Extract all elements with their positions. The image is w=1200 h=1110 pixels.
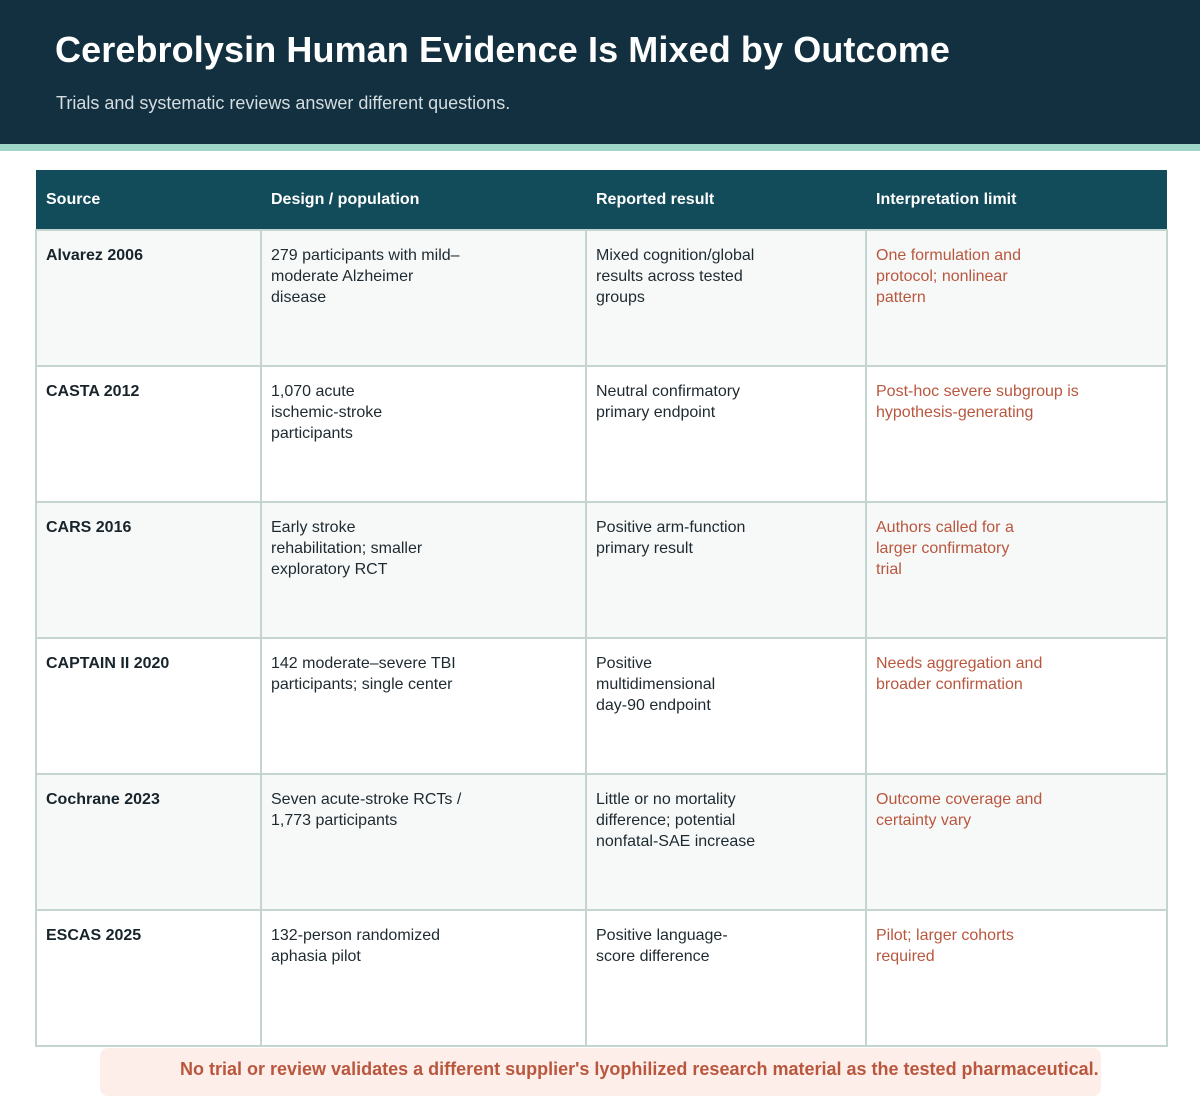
limit-text: Pilot; larger cohorts required bbox=[876, 927, 1014, 965]
page-subtitle: Trials and systematic reviews answer dif… bbox=[56, 93, 511, 113]
header-accent-bar bbox=[0, 144, 1200, 151]
limit-text: Post-hoc severe subgroup is hypothesis-g… bbox=[876, 383, 1079, 421]
result-cell: Positive language-score difference bbox=[585, 909, 867, 1047]
source-cell: ESCAS 2025 bbox=[35, 909, 262, 1047]
result-cell: Positive arm-function primary result bbox=[585, 501, 867, 639]
design-text: 279 participants with mild–moderate Alzh… bbox=[271, 247, 460, 306]
design-text: Seven acute-stroke RCTs / 1,773 particip… bbox=[271, 791, 462, 829]
result-text: Positive language-score difference bbox=[596, 927, 728, 965]
limit-text: One formulation and protocol; nonlinear … bbox=[876, 247, 1021, 306]
table-row: Cochrane 2023 Seven acute-stroke RCTs / … bbox=[35, 773, 1168, 911]
source-text: CARS 2016 bbox=[46, 519, 132, 536]
source-cell: CASTA 2012 bbox=[35, 365, 262, 503]
column-header-source: Source bbox=[36, 170, 261, 230]
limit-cell: Needs aggregation and broader confirmati… bbox=[865, 637, 1168, 775]
table-row: CASTA 2012 1,070 acute ischemic-stroke p… bbox=[35, 365, 1168, 503]
result-text: Positive arm-function primary result bbox=[596, 519, 746, 557]
table-row: Alvarez 2006 279 participants with mild–… bbox=[35, 229, 1168, 367]
limit-text: Outcome coverage and certainty vary bbox=[876, 791, 1043, 829]
result-text: Mixed cognition/global results across te… bbox=[596, 247, 755, 306]
result-text: Positive multidimensional day-90 endpoin… bbox=[596, 655, 716, 714]
table-row: ESCAS 2025 132-person randomized aphasia… bbox=[35, 909, 1168, 1047]
limit-cell: One formulation and protocol; nonlinear … bbox=[865, 229, 1168, 367]
limit-cell: Authors called for a larger confirmatory… bbox=[865, 501, 1168, 639]
design-cell: 1,070 acute ischemic-stroke participants bbox=[260, 365, 587, 503]
design-text: 1,070 acute ischemic-stroke participants bbox=[271, 383, 383, 442]
limit-cell: Post-hoc severe subgroup is hypothesis-g… bbox=[865, 365, 1168, 503]
design-cell: 279 participants with mild–moderate Alzh… bbox=[260, 229, 587, 367]
source-text: Alvarez 2006 bbox=[46, 247, 143, 264]
footer-note: No trial or review validates a different… bbox=[100, 1048, 1101, 1096]
source-text: CAPTAIN II 2020 bbox=[46, 655, 170, 672]
design-text: Early stroke rehabilitation; smaller exp… bbox=[271, 519, 423, 578]
source-text: Cochrane 2023 bbox=[46, 791, 160, 808]
table-row: CAPTAIN II 2020 142 moderate–severe TBI … bbox=[35, 637, 1168, 775]
limit-cell: Outcome coverage and certainty vary bbox=[865, 773, 1168, 911]
limit-cell: Pilot; larger cohorts required bbox=[865, 909, 1168, 1047]
source-text: CASTA 2012 bbox=[46, 383, 140, 400]
column-header-limit: Interpretation limit bbox=[866, 170, 1167, 230]
result-cell: Little or no mortality difference; poten… bbox=[585, 773, 867, 911]
source-cell: CARS 2016 bbox=[35, 501, 262, 639]
source-cell: Cochrane 2023 bbox=[35, 773, 262, 911]
result-text: Little or no mortality difference; poten… bbox=[596, 791, 756, 850]
page-title: Cerebrolysin Human Evidence Is Mixed by … bbox=[55, 29, 950, 70]
design-cell: 132-person randomized aphasia pilot bbox=[260, 909, 587, 1047]
source-cell: CAPTAIN II 2020 bbox=[35, 637, 262, 775]
source-cell: Alvarez 2006 bbox=[35, 229, 262, 367]
design-text: 142 moderate–severe TBI participants; si… bbox=[271, 655, 456, 693]
result-text: Neutral confirmatory primary endpoint bbox=[596, 383, 741, 421]
result-cell: Mixed cognition/global results across te… bbox=[585, 229, 867, 367]
column-header-result: Reported result bbox=[586, 170, 866, 230]
page-header: Cerebrolysin Human Evidence Is Mixed by … bbox=[0, 0, 1200, 144]
result-cell: Neutral confirmatory primary endpoint bbox=[585, 365, 867, 503]
table-row: CARS 2016 Early stroke rehabilitation; s… bbox=[35, 501, 1168, 639]
source-text: ESCAS 2025 bbox=[46, 927, 142, 944]
result-cell: Positive multidimensional day-90 endpoin… bbox=[585, 637, 867, 775]
table-header-row: Source Design / population Reported resu… bbox=[36, 170, 1167, 230]
limit-text: Needs aggregation and broader confirmati… bbox=[876, 655, 1043, 693]
evidence-table: Source Design / population Reported resu… bbox=[35, 170, 1168, 1047]
design-cell: 142 moderate–severe TBI participants; si… bbox=[260, 637, 587, 775]
column-header-design: Design / population bbox=[261, 170, 586, 230]
design-cell: Seven acute-stroke RCTs / 1,773 particip… bbox=[260, 773, 587, 911]
design-text: 132-person randomized aphasia pilot bbox=[271, 927, 440, 965]
limit-text: Authors called for a larger confirmatory… bbox=[876, 519, 1014, 578]
design-cell: Early stroke rehabilitation; smaller exp… bbox=[260, 501, 587, 639]
